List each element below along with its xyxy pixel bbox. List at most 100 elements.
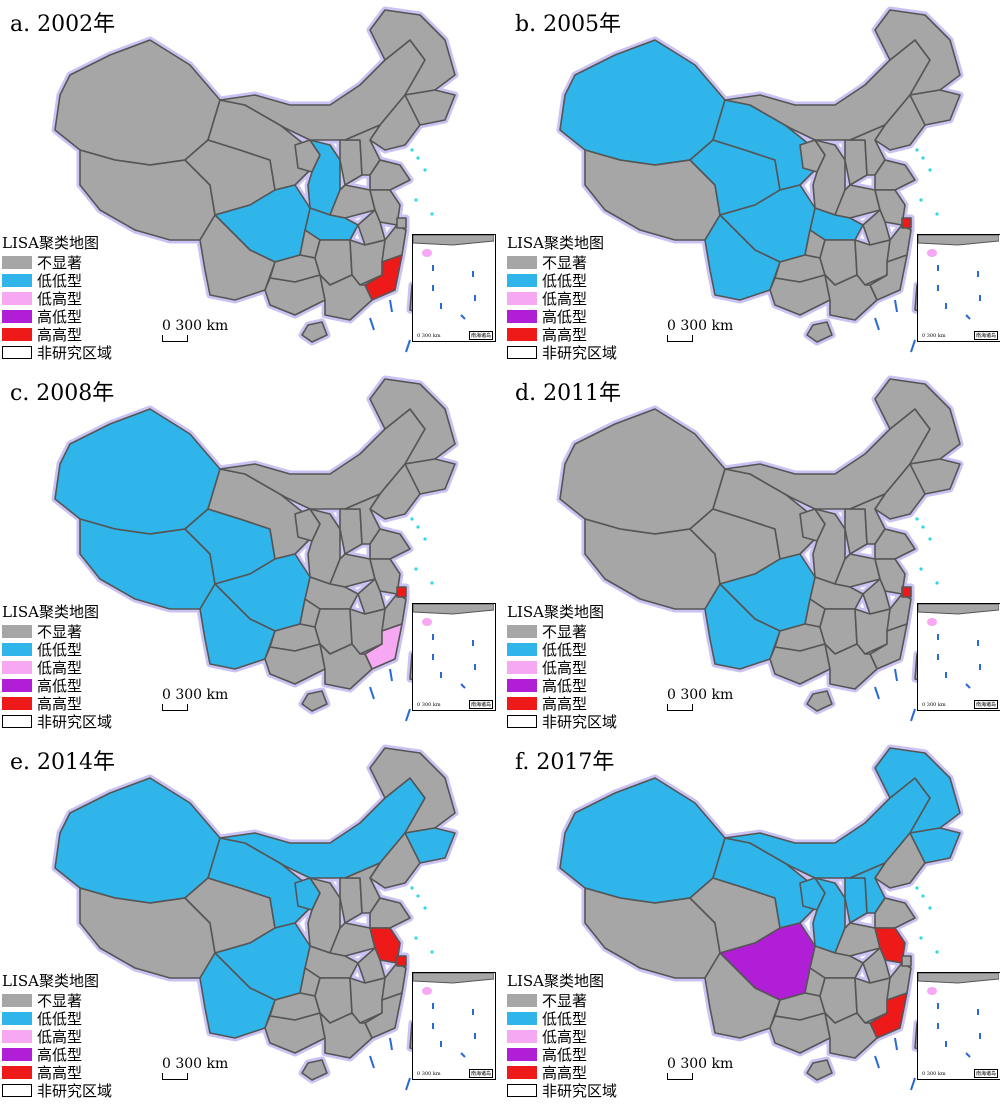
province-hainan <box>806 1059 833 1081</box>
island-dot <box>915 517 919 521</box>
legend: LISA聚类地图 不显著 低低型 低高型 高低型 高高型 非研究区域 <box>507 603 617 731</box>
legend: LISA聚类地图 不显著 低低型 低高型 高低型 高高型 非研究区域 <box>2 234 112 362</box>
legend-label: 不显著 <box>37 991 83 1010</box>
boundary-dash <box>405 1077 411 1091</box>
province-xinjiang <box>54 408 221 535</box>
province-xinjiang <box>54 777 221 904</box>
legend-label: 高低型 <box>542 307 588 326</box>
province-heilongjiang <box>369 9 456 96</box>
island-dot <box>414 567 418 571</box>
legend-swatch <box>2 660 32 674</box>
legend-item: 非研究区域 <box>2 712 112 731</box>
legend-swatch <box>507 1047 537 1061</box>
island-dot <box>915 886 919 890</box>
legend-label: 高高型 <box>542 1063 588 1082</box>
province-shanghai <box>396 955 407 967</box>
legend-label: 非研究区域 <box>542 343 618 362</box>
panel-title: f. 2017年 <box>515 750 615 775</box>
scale-bar: 0 300 km <box>667 687 733 711</box>
inset-map <box>917 234 1000 320</box>
legend-label: 高高型 <box>37 325 83 344</box>
boundary-dash <box>894 299 898 313</box>
boundary-dash <box>405 339 411 353</box>
boundary-dash <box>910 1077 916 1091</box>
legend-label: 不显著 <box>542 622 588 641</box>
province-map <box>556 6 964 353</box>
island-dot <box>410 886 414 890</box>
scale-bar: 0 300 km <box>667 1056 733 1080</box>
legend-swatch <box>2 273 32 287</box>
legend-label: 高低型 <box>37 676 83 695</box>
province-zhejiang <box>886 962 912 1001</box>
province-shanghai <box>901 955 912 967</box>
island-dot <box>919 198 923 202</box>
legend-item: 低低型 <box>507 640 617 659</box>
legend-swatch <box>2 255 32 269</box>
legend-label: 高高型 <box>37 1063 83 1082</box>
legend-item: 高低型 <box>507 1045 617 1064</box>
boundary-dash <box>874 1055 880 1069</box>
legend-title: LISA聚类地图 <box>507 603 604 621</box>
legend-item: 低高型 <box>2 658 112 677</box>
island-dot <box>928 537 932 541</box>
scale-label: 0 300 km <box>162 687 229 703</box>
legend-label: 不显著 <box>37 253 83 272</box>
south-china-sea-inset: 南海诸岛 0 300 km <box>917 603 1000 711</box>
map-panel: b. 2005年 LISA聚类地图 不显著 低低型 低高型 高低型 高高型 非研究区域 0 30… <box>505 0 1000 366</box>
legend-label: 低低型 <box>542 1009 588 1028</box>
legend-label: 低高型 <box>37 1027 83 1046</box>
legend-item: 低高型 <box>507 1027 617 1046</box>
inset-map <box>917 603 1000 689</box>
island-dot <box>928 906 932 910</box>
scale-line <box>162 1073 188 1080</box>
south-china-sea-inset: 南海诸岛 0 300 km <box>412 972 496 1080</box>
province-hainan <box>301 690 328 712</box>
legend-label: 高高型 <box>542 694 588 713</box>
legend-item: 高高型 <box>2 1063 112 1082</box>
scale-bar: 0 300 km <box>162 318 228 342</box>
legend-title: LISA聚类地图 <box>2 972 99 990</box>
island-dot <box>410 517 414 521</box>
province-heilongjiang <box>874 378 961 465</box>
legend-item: 高低型 <box>2 307 112 326</box>
legend-swatch <box>507 678 537 692</box>
map-panel: c. 2008年 LISA聚类地图 不显著 低低型 低高型 高低型 高高型 非研究区域 0 30… <box>0 369 500 735</box>
island-dot <box>416 156 420 160</box>
inset-scale-label: 0 300 km <box>922 702 946 708</box>
island-dot <box>919 567 923 571</box>
boundary-dash <box>894 1037 898 1051</box>
inset-label: 南海诸岛 <box>973 700 998 709</box>
island-dot <box>416 525 420 529</box>
island-dot <box>919 936 923 940</box>
island-dot <box>921 894 925 898</box>
legend-label: 高高型 <box>542 325 588 344</box>
legend-swatch <box>507 1011 537 1025</box>
province-guangdong <box>824 274 878 321</box>
legend-swatch <box>507 624 537 638</box>
legend-item: 低低型 <box>2 640 112 659</box>
legend-label: 低高型 <box>37 289 83 308</box>
legend-swatch <box>2 1047 32 1061</box>
legend-swatch <box>507 660 537 674</box>
legend-label: 高高型 <box>37 694 83 713</box>
province-xinjiang <box>54 39 221 166</box>
map-panel: a. 2002年 LISA聚类地图 不显著 低低型 低高型 高低型 高高型 非研究区域 0 30… <box>0 0 500 366</box>
legend-swatch <box>507 309 537 323</box>
legend-label: 高低型 <box>542 676 588 695</box>
legend-item: 不显著 <box>2 991 112 1010</box>
panel-title: c. 2008年 <box>10 381 115 406</box>
province-heilongjiang <box>369 378 456 465</box>
legend-item: 高低型 <box>2 676 112 695</box>
scale-label: 0 300 km <box>667 1056 734 1072</box>
island-dot <box>423 168 427 172</box>
legend-swatch <box>507 1029 537 1043</box>
province-shanghai <box>901 586 912 598</box>
legend-item: 高高型 <box>507 694 617 713</box>
legend-item: 高高型 <box>507 1063 617 1082</box>
province-zhejiang <box>886 593 912 632</box>
inset-map <box>917 972 1000 1058</box>
legend-label: 低低型 <box>542 640 588 659</box>
legend-label: 低低型 <box>37 271 83 290</box>
inset-scale-label: 0 300 km <box>922 333 946 339</box>
province-map <box>51 6 459 353</box>
